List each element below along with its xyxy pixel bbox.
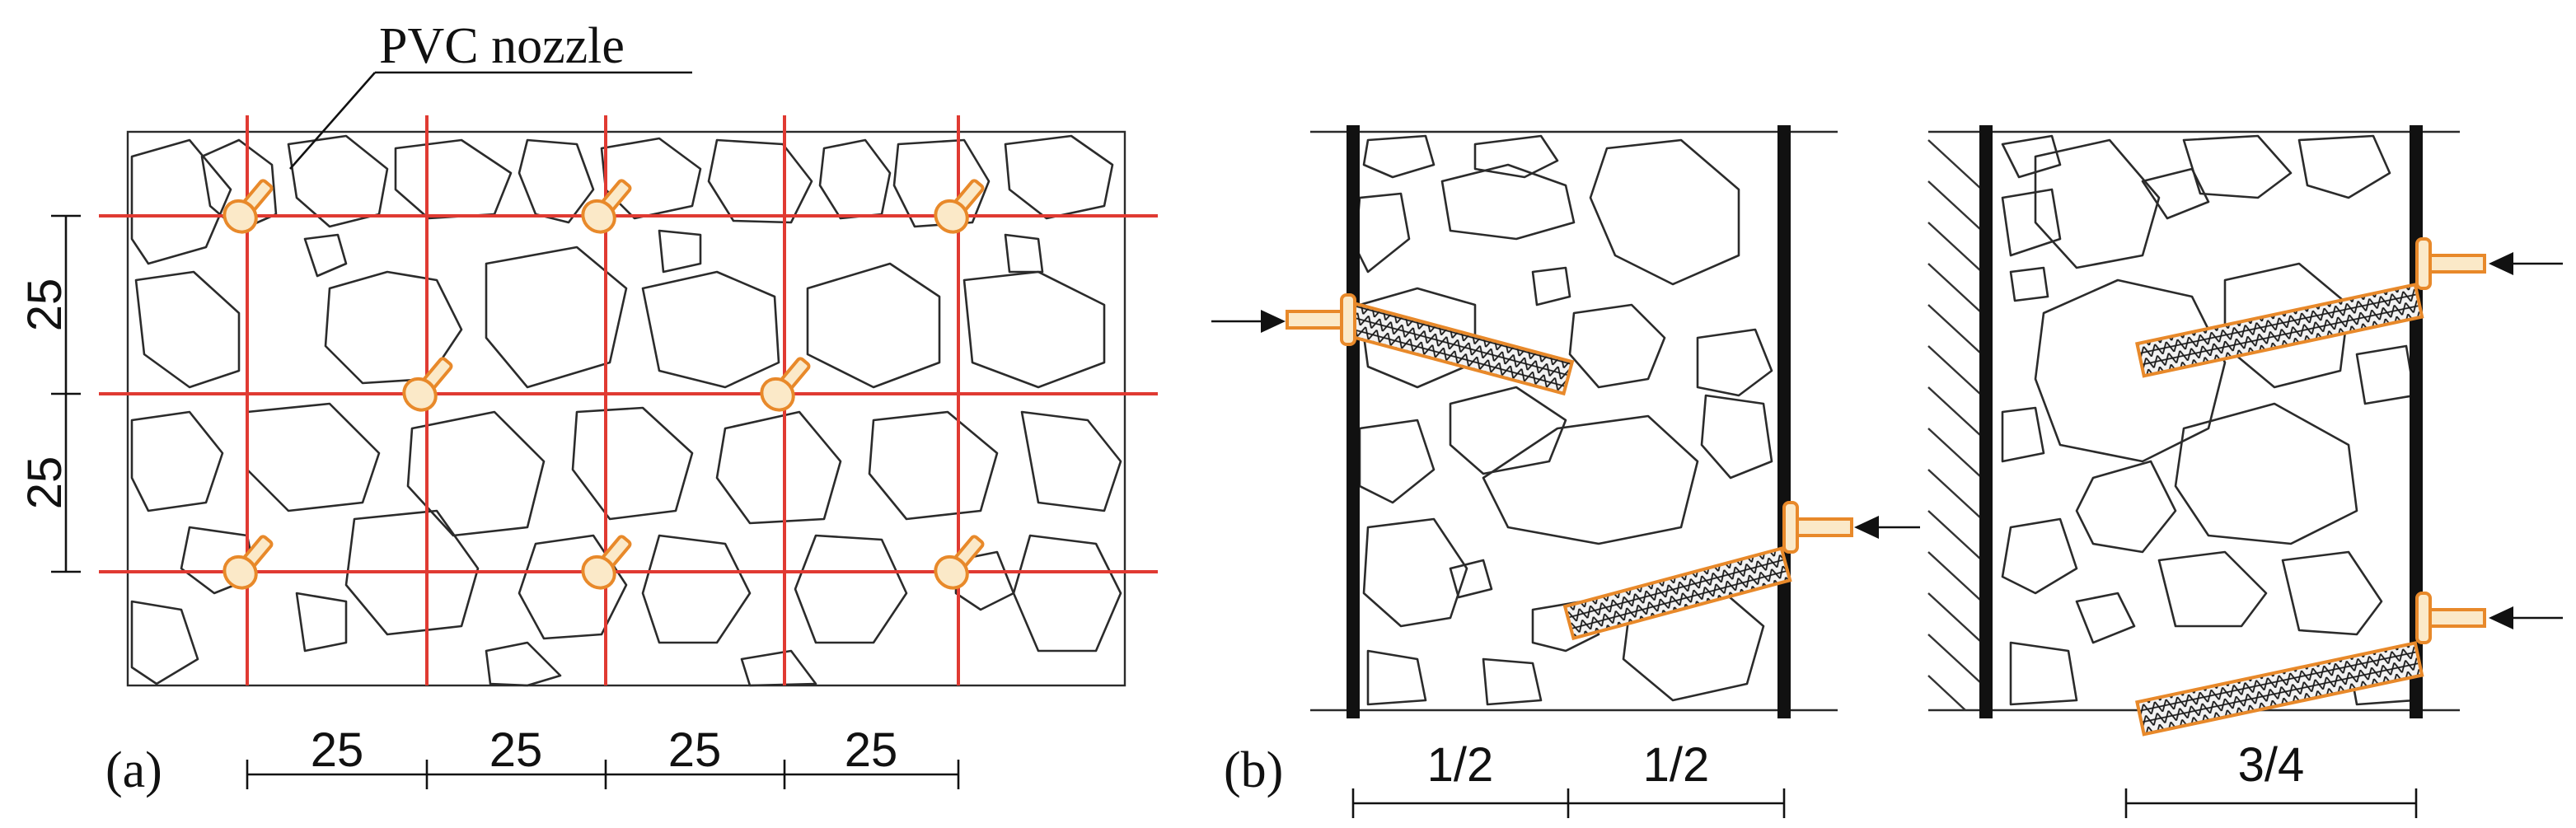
- panel-a-label: (a): [105, 742, 162, 798]
- dimension-b1: 1/2 1/2: [1351, 738, 1786, 818]
- vertical-spacing-label: 25: [18, 456, 72, 510]
- grout-tube-lower-2: [2135, 592, 2563, 737]
- horizontal-dimension-a: 25 25 25 25: [246, 723, 960, 789]
- spacing-label: 3/4: [2238, 738, 2305, 792]
- injection-arrow-icon: [1261, 310, 1286, 333]
- dimension-b2: 3/4: [2124, 738, 2418, 818]
- pvc-nozzle-icon: [2415, 237, 2486, 290]
- panel-b-label: (b): [1224, 742, 1283, 798]
- pvc-nozzle-label: PVC nozzle: [379, 18, 625, 74]
- pvc-nozzle-icon: [402, 357, 453, 412]
- horizontal-spacing-label: 25: [845, 723, 898, 777]
- pvc-nozzle-icon: [2415, 592, 2486, 644]
- aggregate-stones-b2: [2001, 134, 2416, 706]
- pvc-nozzle-icon: [222, 535, 274, 590]
- panel-a: PVC nozzle 25 25 25 25 25 25 (a): [18, 18, 1158, 798]
- pvc-nozzles-a: [222, 179, 985, 590]
- hatched-soil: [1927, 139, 1983, 711]
- vertical-spacing-label: 25: [18, 278, 72, 332]
- pvc-nozzle-callout: PVC nozzle: [289, 18, 692, 170]
- injection-arrow-icon: [1854, 516, 1879, 539]
- pvc-nozzle-icon: [760, 357, 811, 412]
- horizontal-spacing-label: 25: [489, 723, 543, 777]
- vertical-dimension-a: 25 25: [18, 214, 81, 573]
- aggregate-stones-b1: [1354, 134, 1773, 706]
- pvc-nozzle-icon: [1782, 501, 1853, 554]
- grout-tube-upper-2: [2135, 237, 2563, 378]
- horizontal-spacing-label: 25: [311, 723, 364, 777]
- injection-arrow-icon: [2489, 252, 2513, 275]
- spacing-label: 1/2: [1643, 738, 1710, 792]
- pvc-nozzle-icon: [581, 535, 632, 590]
- spacing-label: 1/2: [1427, 738, 1494, 792]
- grout-tube-lower: [1562, 501, 1920, 641]
- injection-arrow-icon: [2489, 606, 2513, 629]
- pvc-nozzle-icon: [1286, 293, 1356, 346]
- aggregate-stones-a: [130, 134, 1122, 687]
- horizontal-spacing-label: 25: [668, 723, 722, 777]
- panel-b-two-sided: 1/2 1/2 (b): [1211, 125, 1920, 818]
- pvc-nozzle-icon: [934, 179, 985, 234]
- pvc-nozzle-icon: [222, 179, 274, 234]
- panel-a-frame: [126, 130, 1126, 687]
- pvc-nozzle-icon: [934, 535, 985, 590]
- pvc-nozzle-icon: [581, 179, 632, 234]
- panel-b-one-sided: 3/4: [1927, 125, 2563, 818]
- grout-tube-upper: [1211, 293, 1575, 396]
